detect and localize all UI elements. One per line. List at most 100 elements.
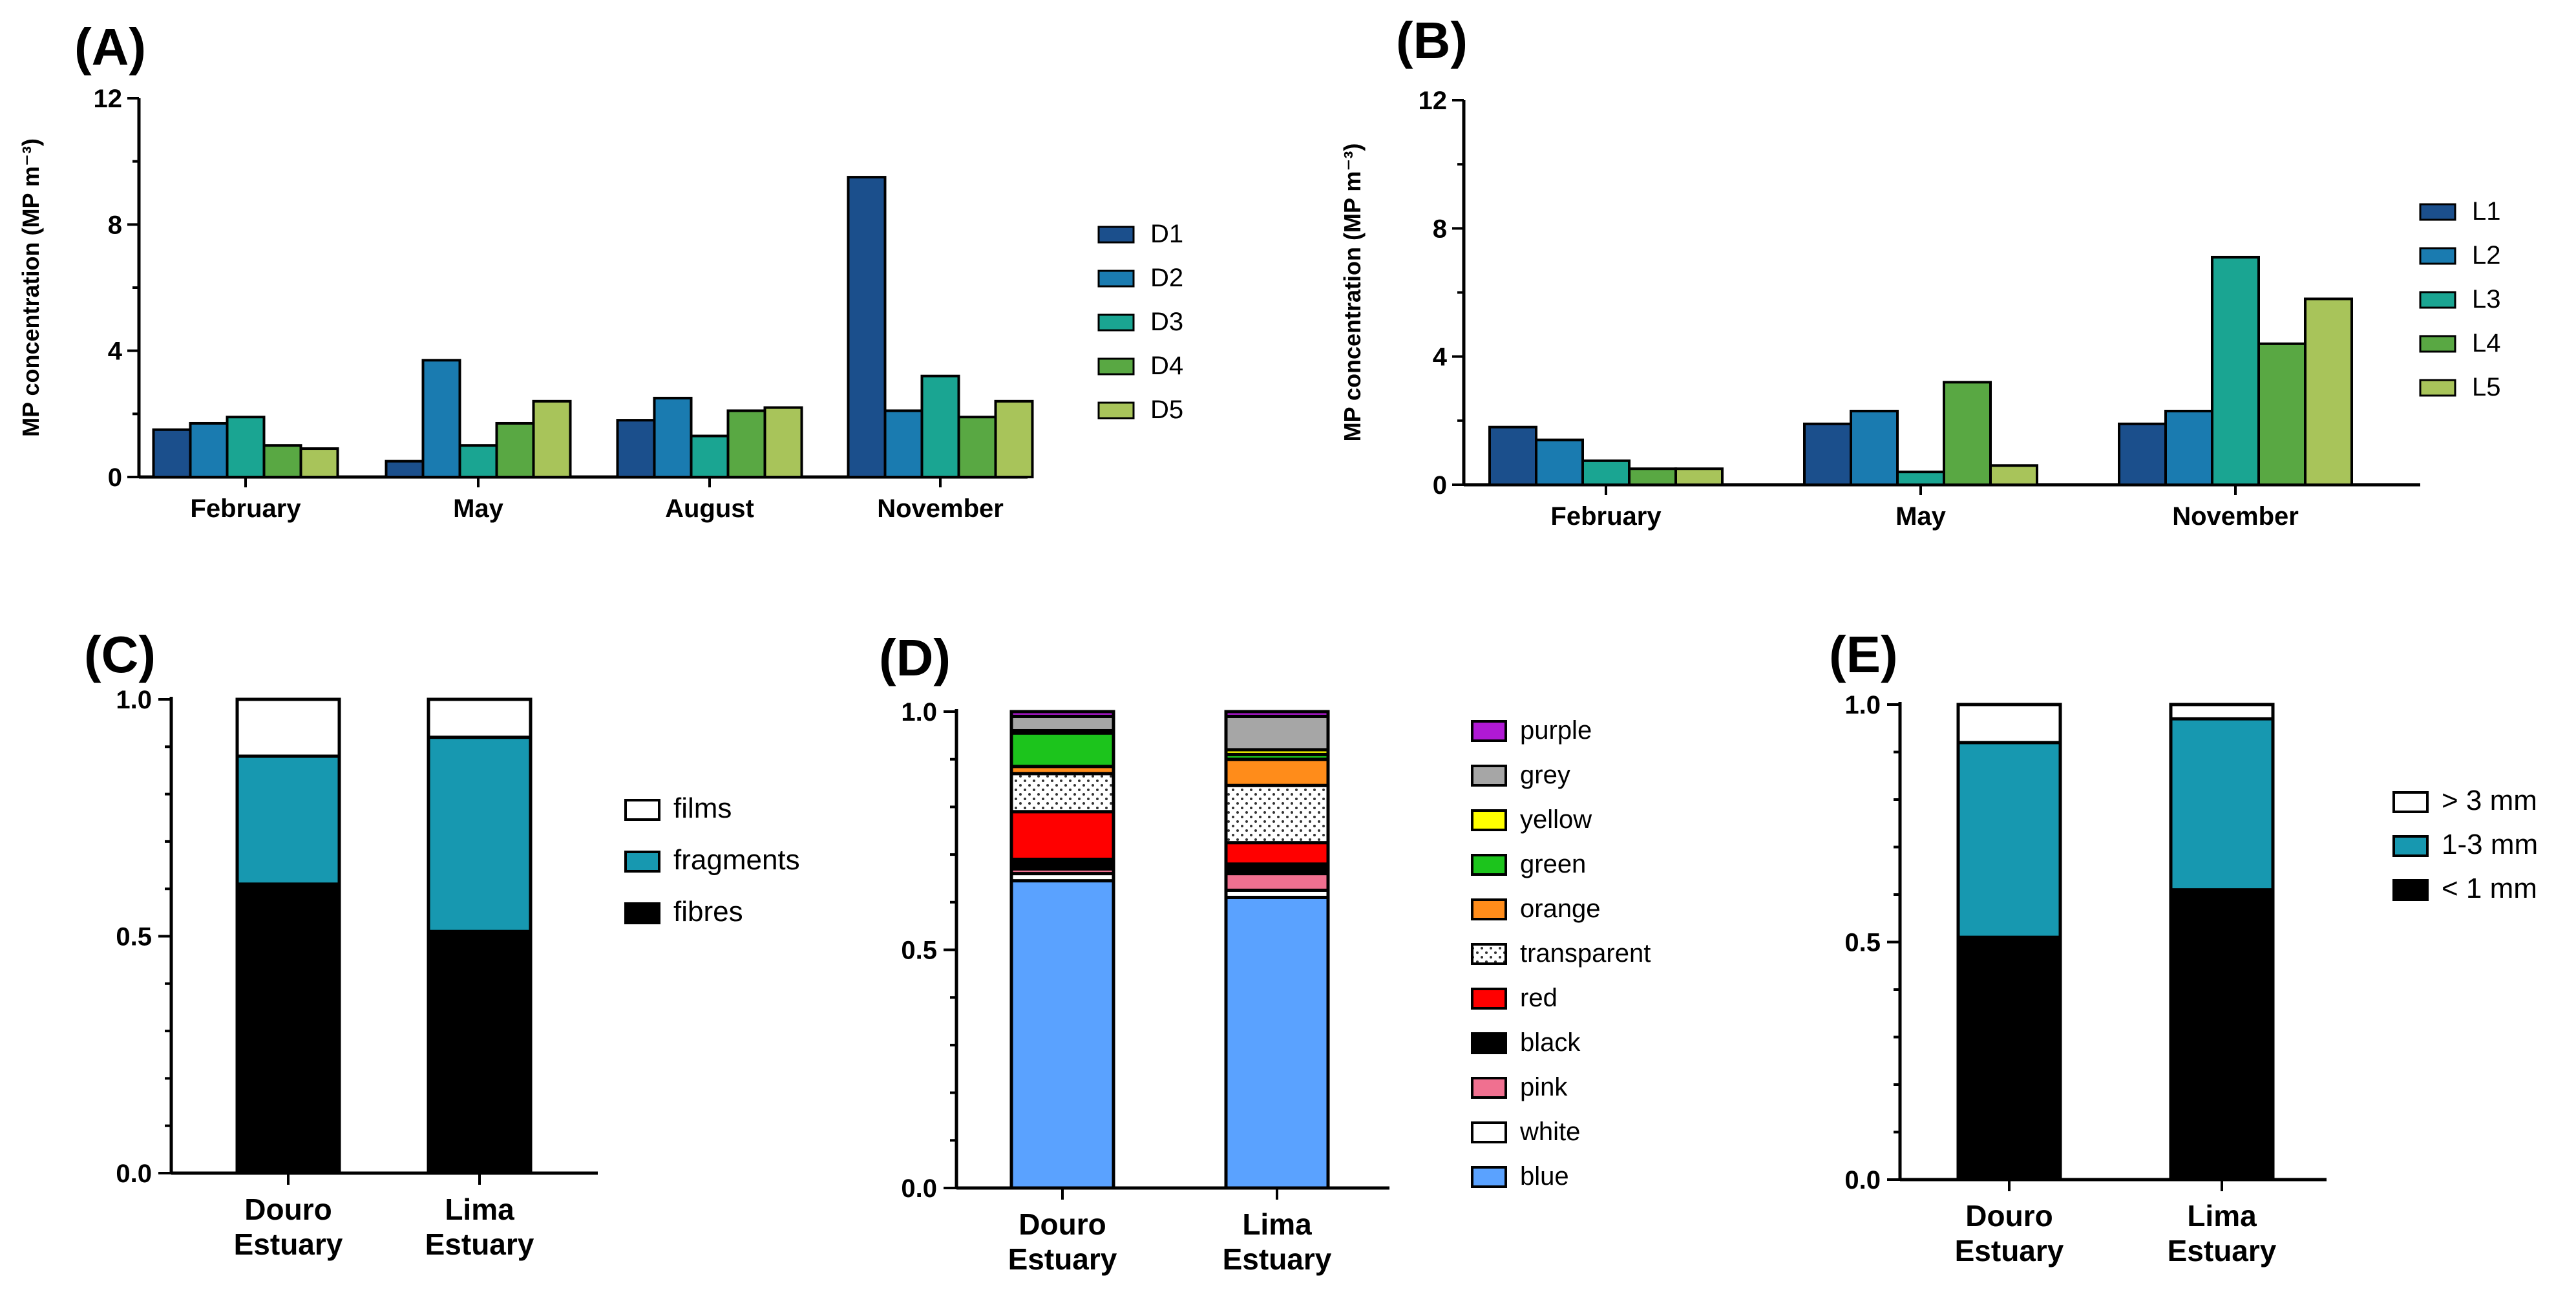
y-tick-label: 0 (1433, 471, 1447, 500)
stack-fragments (427, 736, 533, 933)
bar-d5-august (763, 406, 803, 478)
bar-l3-november (2211, 255, 2260, 486)
legend-swatch (1471, 988, 1507, 1010)
bar-d2-may (421, 359, 461, 478)
legend-swatch (2419, 203, 2456, 221)
x-category-label: February (1550, 502, 1662, 531)
bar-l4-february (1628, 467, 1677, 486)
stack-grey (1224, 714, 1330, 752)
legend-swatch (2419, 379, 2456, 397)
panel-label: (C) (84, 626, 156, 683)
bar-l5-may (1989, 464, 2038, 486)
bar-d4-august (726, 409, 766, 479)
y-tick-label: 0.5 (901, 937, 937, 965)
legend-swatch (1471, 854, 1507, 876)
legend-label: blue (1520, 1162, 1569, 1191)
stack-1-3-mm (2169, 717, 2275, 892)
legend-label: L3 (2472, 285, 2501, 313)
y-tick-label: 0.0 (901, 1174, 937, 1203)
panel-label: (D) (879, 629, 951, 686)
bar-d3-november (920, 374, 960, 478)
legend-swatch (1097, 270, 1135, 288)
legend-label: orange (1520, 895, 1601, 923)
y-tick-label: 0.0 (116, 1160, 152, 1188)
x-category-label-line2: Estuary (1955, 1234, 2064, 1267)
y-tick-label: 4 (108, 337, 123, 366)
legend-swatch (1471, 1166, 1507, 1188)
legend-label: fibres (673, 896, 743, 928)
x-category-label-line1: Douro (1019, 1207, 1106, 1241)
stack--3-mm (1956, 703, 2062, 745)
legend-label: green (1520, 850, 1586, 878)
x-category-label: May (1895, 502, 1947, 531)
legend-label: D5 (1150, 396, 1183, 424)
legend-swatch (1471, 720, 1507, 742)
legend-swatch (2392, 835, 2429, 857)
y-tick-label: 0.5 (116, 923, 152, 951)
x-category-label: November (2172, 502, 2299, 531)
bar-d3-may (458, 444, 498, 479)
legend-swatch (2419, 247, 2456, 265)
legend-label: pink (1520, 1073, 1568, 1101)
legend-label: L2 (2472, 241, 2501, 270)
legend-label: black (1520, 1028, 1581, 1057)
bar-d2-august (653, 396, 693, 479)
legend-swatch (1471, 1032, 1507, 1054)
legend-label: fragments (673, 844, 800, 876)
bar-l4-may (1943, 381, 1992, 486)
legend-label: D4 (1150, 352, 1183, 380)
y-tick-label: 1.0 (901, 698, 937, 727)
x-category-label-line2: Estuary (1223, 1242, 1332, 1276)
legend-label: L1 (2472, 197, 2501, 226)
legend-swatch (2419, 291, 2456, 309)
bar-d1-may (385, 460, 425, 478)
legend-swatch (1097, 357, 1135, 376)
x-category-label-line2: Estuary (234, 1227, 343, 1261)
bar-l2-may (1850, 409, 1899, 486)
bar-l2-november (2164, 409, 2213, 486)
y-axis-label: MP concentration (MP m⁻³) (1339, 143, 1366, 442)
bar-d5-may (532, 399, 572, 478)
legend-swatch (2419, 335, 2456, 353)
x-category-label-line1: Douro (244, 1193, 332, 1226)
legend-label: purple (1520, 716, 1592, 745)
bar-d4-november (957, 416, 997, 479)
bar-d2-february (189, 421, 229, 479)
y-tick-label: 4 (1433, 343, 1448, 372)
stack--1-mm (2169, 888, 2275, 1182)
legend-label: > 3 mm (2442, 785, 2537, 816)
y-tick-label: 8 (1433, 215, 1447, 243)
legend-swatch (1471, 765, 1507, 787)
bar-d3-august (690, 434, 730, 478)
stack-blue (1224, 895, 1330, 1190)
y-axis-label: MP concentration (MP m⁻³) (17, 138, 44, 437)
legend-swatch (1471, 898, 1507, 920)
legend-swatch (1471, 809, 1507, 831)
stack-pink (1224, 872, 1330, 892)
bar-l2-february (1535, 438, 1584, 486)
stack-fibres (427, 929, 533, 1175)
stack-fragments (235, 754, 341, 886)
stack-transparent (1224, 783, 1330, 845)
panel-a: (A) 0 4 8 12 MP concentration (MP m⁻³) Februar… (17, 18, 1183, 523)
legend-swatch (1097, 226, 1135, 244)
stack-orange (1224, 758, 1330, 787)
bar-d1-august (616, 419, 656, 478)
stack-green (1009, 731, 1115, 769)
stack-films (235, 697, 341, 758)
stack-red (1009, 810, 1115, 861)
bar-l5-february (1674, 467, 1724, 486)
legend-label: red (1520, 984, 1557, 1012)
legend-swatch (624, 851, 660, 873)
legend-label: white (1519, 1118, 1580, 1146)
panel-label: (E) (1829, 626, 1898, 683)
bar-d4-february (262, 444, 302, 479)
panel-b: (B) 0 4 8 12 MP concentration (MP m⁻³) Februar… (1339, 12, 2501, 531)
x-category-label-line2: Estuary (425, 1227, 534, 1261)
x-category-label-line1: Lima (445, 1193, 514, 1226)
stack--1-mm (1956, 935, 2062, 1182)
x-category-label: February (190, 494, 301, 523)
legend-swatch (1097, 401, 1135, 419)
